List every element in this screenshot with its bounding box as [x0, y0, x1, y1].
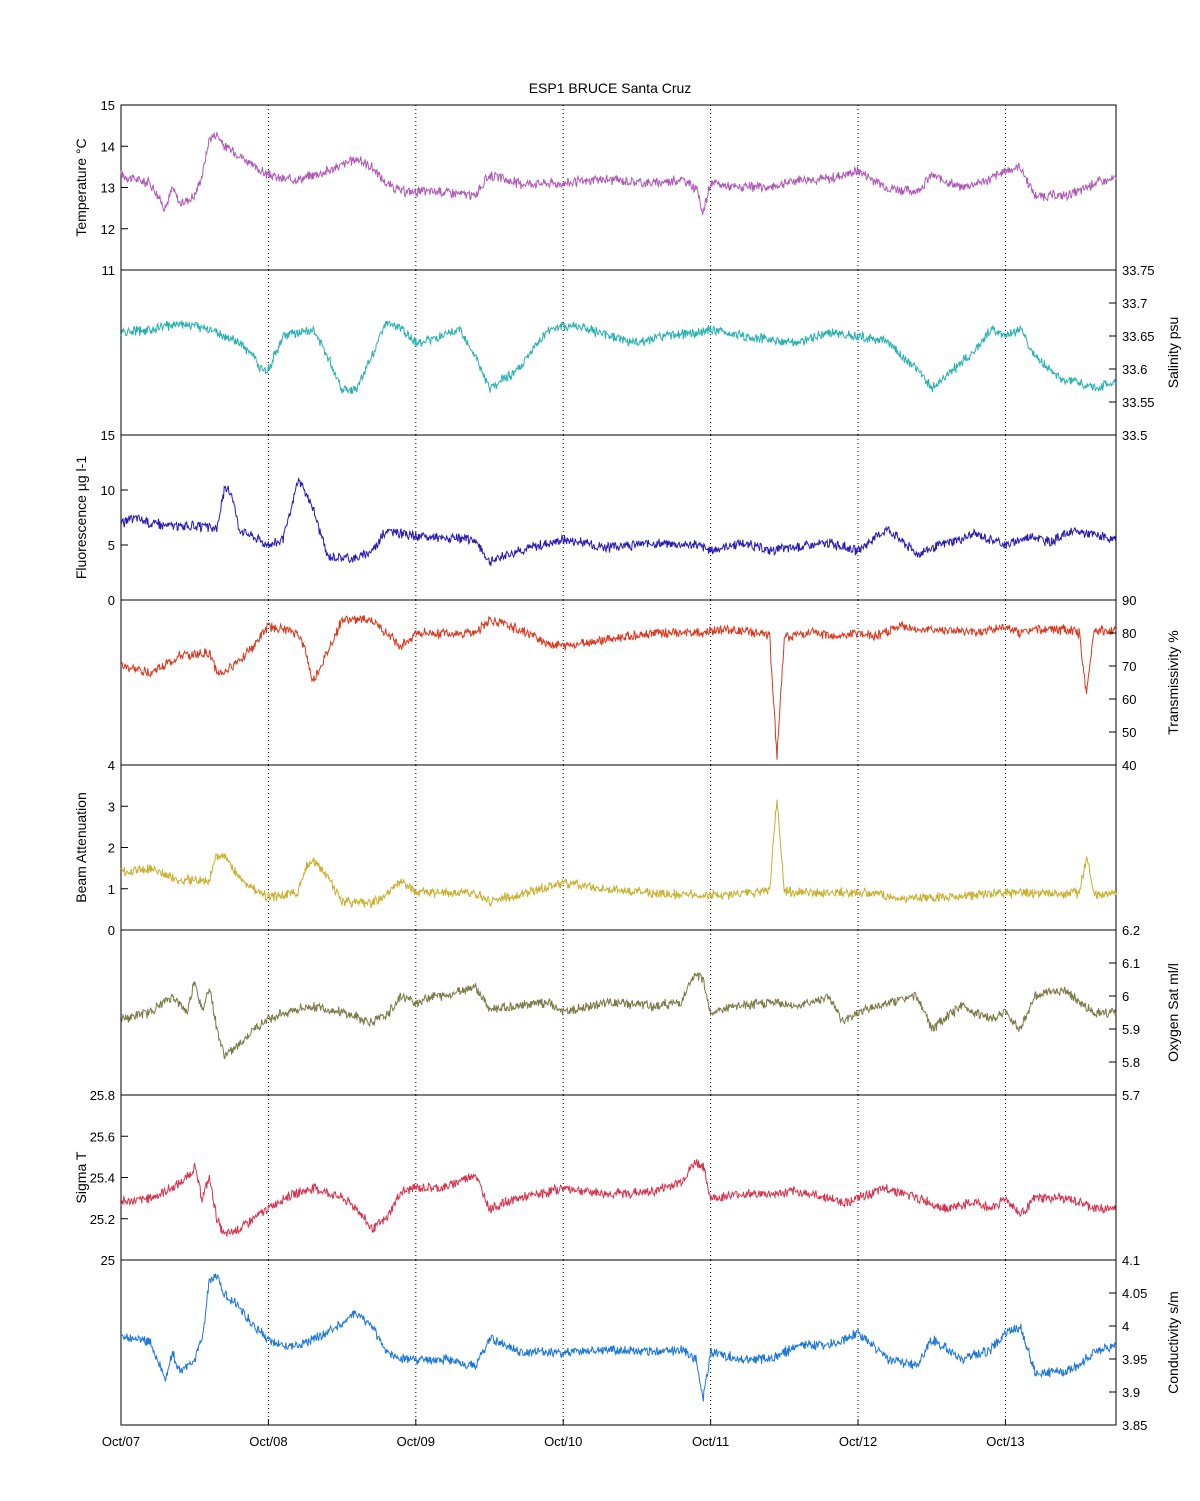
- x-tick-label: Oct/10: [544, 1434, 582, 1449]
- y-tick-label: 25.8: [90, 1088, 115, 1103]
- y-axis-label: Conductivity s/m: [1165, 1291, 1181, 1394]
- panel-fluorescence: 0 5 10 15 Fluorescence µg l-1: [73, 428, 1117, 608]
- y-tick-label: 70: [1122, 659, 1136, 674]
- panel-frame: [120, 764, 1117, 931]
- y-tick-label: 4: [108, 758, 115, 773]
- y-tick-label: 60: [1122, 692, 1136, 707]
- panel-oxygen-sat: 5.7 5.8 5.9 6 6.1 6.2 Oxygen Sat ml/l: [120, 923, 1181, 1103]
- y-tick-label: 25.4: [90, 1171, 115, 1186]
- series-line-transmissivity: [120, 615, 1117, 760]
- panel-conductivity: 3.85 3.9 3.95 4 4.05 4.1 Conductivity s/m: [120, 1253, 1181, 1433]
- series-line-beam-attenuation: [120, 799, 1117, 909]
- x-tick-label: Oct/07: [102, 1434, 140, 1449]
- y-axis-label: Temperature °C: [73, 138, 89, 236]
- y-tick-label: 3: [108, 799, 115, 814]
- panel-transmissivity: 40 50 60 70 80 90 Transmissivity %: [120, 593, 1181, 773]
- y-tick-label: 25.6: [90, 1129, 115, 1144]
- y-tick-label: 5.8: [1122, 1055, 1140, 1070]
- series-line-temperature: [120, 132, 1117, 215]
- panel-frame: [120, 1094, 1117, 1261]
- panel-sigma-t: 25 25.2 25.4 25.6 25.8 Sigma T: [73, 1088, 1117, 1268]
- panel-frame: [120, 104, 1117, 271]
- y-axis-label: Sigma T: [73, 1151, 89, 1203]
- y-tick-label: 50: [1122, 725, 1136, 740]
- panel-salinity: 33.5 33.55 33.6 33.65 33.7 33.75 Salinity psu: [120, 263, 1181, 443]
- panel-frame: [120, 1259, 1117, 1426]
- panel-frame: [120, 929, 1117, 1096]
- y-tick-label: 6.1: [1122, 956, 1140, 971]
- y-tick-label: 33.5: [1122, 428, 1147, 443]
- panel-frame: [120, 269, 1117, 436]
- series-line-sigma-t: [120, 1159, 1117, 1237]
- y-axis-label: Salinity psu: [1165, 317, 1181, 389]
- y-tick-label: 15: [101, 98, 115, 113]
- y-tick-label: 6.2: [1122, 923, 1140, 938]
- y-tick-label: 33.75: [1122, 263, 1155, 278]
- y-axis-label: Beam Attenuation: [73, 792, 89, 903]
- y-tick-label: 0: [108, 593, 115, 608]
- panel-frame: [120, 434, 1117, 601]
- y-tick-label: 11: [102, 263, 116, 278]
- y-tick-label: 4.05: [1122, 1286, 1147, 1301]
- y-tick-label: 14: [101, 139, 115, 154]
- y-tick-label: 33.65: [1122, 329, 1155, 344]
- y-tick-label: 33.55: [1122, 395, 1155, 410]
- y-tick-label: 80: [1122, 626, 1136, 641]
- y-tick-label: 3.85: [1122, 1418, 1147, 1433]
- y-tick-label: 40: [1122, 758, 1136, 773]
- y-tick-label: 10: [101, 483, 115, 498]
- y-tick-label: 2: [108, 841, 115, 856]
- y-tick-label: 33.6: [1122, 362, 1147, 377]
- x-tick-label: Oct/12: [839, 1434, 877, 1449]
- y-tick-label: 33.7: [1122, 296, 1147, 311]
- y-tick-label: 4.1: [1122, 1253, 1140, 1268]
- y-tick-label: 5: [108, 538, 115, 553]
- y-tick-label: 90: [1122, 593, 1136, 608]
- panel-beam-attenuation: 0 1 2 3 4 Beam Attenuation: [73, 758, 1117, 938]
- y-tick-label: 15: [101, 428, 115, 443]
- x-tick-label: Oct/13: [986, 1434, 1024, 1449]
- y-tick-label: 1: [108, 882, 115, 897]
- y-tick-label: 6: [1122, 989, 1129, 1004]
- y-tick-label: 3.95: [1122, 1352, 1147, 1367]
- series-line-salinity: [120, 320, 1117, 395]
- series-line-fluorescence: [120, 477, 1117, 566]
- y-tick-label: 25.2: [90, 1212, 115, 1227]
- y-tick-label: 12: [101, 222, 115, 237]
- y-tick-label: 5.7: [1122, 1088, 1140, 1103]
- y-tick-label: 0: [108, 923, 115, 938]
- y-axis-label: Transmissivity %: [1165, 630, 1181, 735]
- x-axis: Oct/07 Oct/08 Oct/09 Oct/10 Oct/11 Oct/12 Oct/…: [102, 1419, 1025, 1449]
- y-tick-label: 13: [101, 181, 115, 196]
- series-line-conductivity: [120, 1273, 1117, 1402]
- y-axis-label: Fluorescence µg l-1: [73, 456, 89, 579]
- y-tick-label: 4: [1122, 1319, 1129, 1334]
- y-tick-label: 5.9: [1122, 1022, 1140, 1037]
- y-tick-label: 3.9: [1122, 1385, 1140, 1400]
- x-tick-label: Oct/08: [249, 1434, 287, 1449]
- x-tick-label: Oct/11: [692, 1434, 729, 1449]
- chart-title: ESP1 BRUCE Santa Cruz: [529, 80, 692, 96]
- y-tick-label: 25: [101, 1253, 115, 1268]
- series-line-oxygen-sat: [120, 972, 1117, 1060]
- y-axis-label: Oxygen Sat ml/l: [1165, 963, 1181, 1062]
- panel-temperature: 11 12 13 14 15 Temperature °C: [73, 98, 1117, 278]
- x-tick-label: Oct/09: [397, 1434, 435, 1449]
